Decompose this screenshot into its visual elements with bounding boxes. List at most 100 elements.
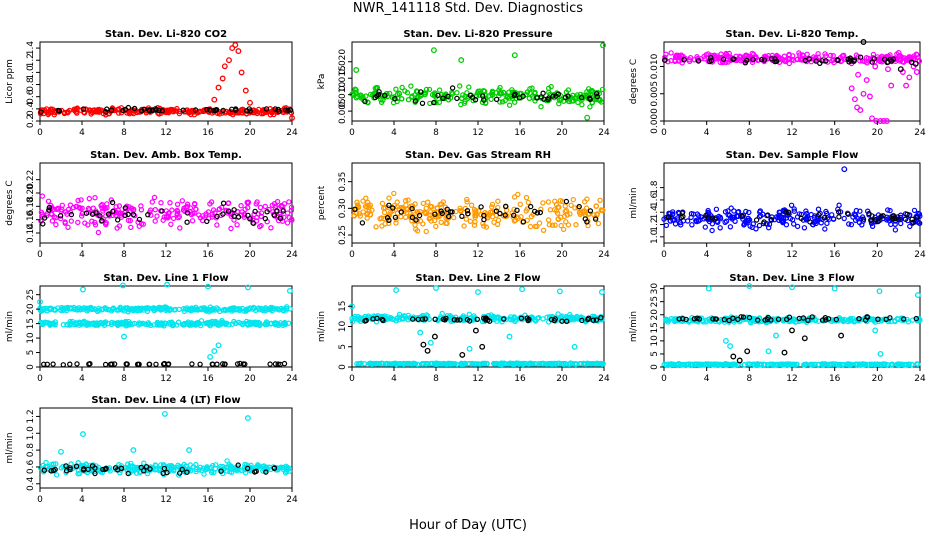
data-point <box>63 463 69 469</box>
data-point <box>60 362 67 368</box>
data-point <box>400 361 407 367</box>
data-point <box>847 318 853 324</box>
y-tick-label: 0.005 <box>650 81 660 107</box>
data-point <box>67 321 73 327</box>
data-point <box>81 318 87 324</box>
data-point <box>821 214 828 221</box>
data-point <box>87 361 93 367</box>
data-point <box>890 215 896 222</box>
data-point <box>472 327 479 334</box>
data-point <box>895 49 902 56</box>
data-point <box>233 466 240 473</box>
data-point <box>757 361 763 368</box>
data-point <box>396 311 403 318</box>
data-point <box>125 211 131 218</box>
y-tick-label: 0.25 <box>338 225 348 245</box>
data-point <box>108 308 115 314</box>
x-tick-label: 16 <box>202 128 214 138</box>
data-point <box>691 316 698 322</box>
data-point <box>805 317 811 323</box>
data-point <box>661 216 667 222</box>
data-point <box>592 216 599 222</box>
data-point <box>902 216 909 222</box>
data-point <box>363 195 369 201</box>
data-point <box>914 292 921 299</box>
data-point <box>518 315 525 321</box>
data-point <box>666 214 672 220</box>
data-point <box>824 361 831 368</box>
data-point <box>866 210 872 217</box>
data-point <box>102 466 108 472</box>
data-point <box>489 213 496 220</box>
data-point <box>569 360 576 367</box>
y-tick-label: 1.0 <box>26 65 36 80</box>
data-point <box>481 223 487 229</box>
data-point <box>567 311 573 318</box>
x-tick-label: 16 <box>514 374 526 384</box>
data-point <box>507 316 513 322</box>
data-points <box>662 39 923 124</box>
y-axis-label: ml/min <box>629 187 639 218</box>
data-point <box>717 225 723 231</box>
data-point <box>187 462 193 468</box>
data-point <box>423 228 429 235</box>
data-point <box>663 361 669 368</box>
data-point <box>713 316 720 322</box>
data-point <box>775 316 782 322</box>
data-point <box>425 361 431 367</box>
data-point <box>251 211 257 218</box>
data-point <box>95 229 102 236</box>
data-point <box>275 106 281 113</box>
data-point <box>99 217 105 224</box>
data-point <box>49 211 55 217</box>
y-tick-label: 30 <box>650 283 660 295</box>
data-point <box>352 206 358 212</box>
data-point <box>123 321 129 327</box>
data-point <box>169 207 175 213</box>
data-point <box>741 362 748 368</box>
data-point <box>184 219 190 225</box>
data-point <box>89 463 96 469</box>
data-point <box>410 316 416 322</box>
data-point <box>394 199 400 205</box>
x-tick-label: 0 <box>661 128 667 138</box>
data-point <box>434 205 441 212</box>
data-point <box>165 361 172 367</box>
data-point <box>76 470 83 477</box>
data-point <box>233 107 239 113</box>
data-point <box>527 360 533 366</box>
data-point <box>273 321 279 328</box>
data-point <box>892 318 898 324</box>
data-point <box>370 360 376 367</box>
data-point <box>86 322 92 328</box>
data-point <box>263 109 269 116</box>
data-point <box>720 56 727 62</box>
data-point <box>287 306 293 312</box>
data-point <box>164 469 170 476</box>
panel-title: Stan. Dev. Sample Flow <box>726 150 859 161</box>
data-point <box>494 318 500 324</box>
data-point <box>381 209 388 216</box>
panel-5: Stan. Dev. Gas Stream RH 0 4 8 12 16 20 24 0.25 0… <box>317 150 610 260</box>
data-point <box>215 306 221 312</box>
data-point <box>890 56 897 62</box>
data-point <box>166 319 173 326</box>
data-point <box>515 191 521 198</box>
data-point <box>53 221 59 228</box>
x-tick-label: 4 <box>79 128 85 138</box>
data-point <box>727 343 734 350</box>
data-point <box>668 57 674 64</box>
data-point <box>780 218 787 225</box>
data-point <box>761 57 768 63</box>
y-tick-label: 0.6 <box>26 460 36 475</box>
data-point <box>536 220 543 226</box>
data-point <box>393 220 399 226</box>
data-point <box>274 208 280 214</box>
data-point <box>57 213 64 219</box>
data-point <box>235 462 241 468</box>
data-point <box>112 465 119 471</box>
data-point <box>506 333 513 340</box>
x-tick-label: 24 <box>286 374 298 384</box>
x-tick-label: 20 <box>872 250 884 260</box>
data-point <box>466 345 473 352</box>
